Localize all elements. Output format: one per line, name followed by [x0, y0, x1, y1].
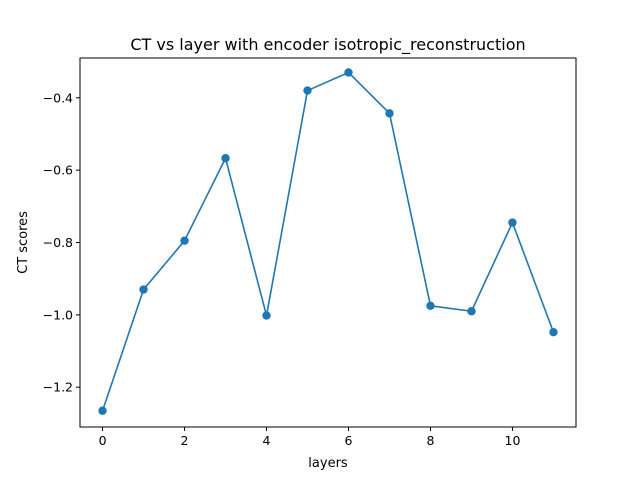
y-tick-label: −0.6 — [43, 163, 73, 178]
data-point — [549, 328, 558, 337]
x-axis-label: layers — [308, 456, 348, 471]
plot-frame — [79, 57, 577, 428]
data-point — [467, 307, 476, 316]
data-point — [139, 285, 148, 294]
data-point — [98, 406, 107, 415]
y-tick-label: −1.0 — [43, 307, 73, 322]
data-point — [180, 236, 189, 245]
x-tick-label: 0 — [99, 433, 107, 448]
x-tick-label: 6 — [345, 433, 353, 448]
data-point — [303, 86, 312, 95]
data-point — [344, 68, 353, 77]
plot-area: 0 2 4 6 8 10 −1.2 −1.0 −0.8 −0.6 −0.4 — [43, 68, 558, 448]
data-point — [385, 109, 394, 118]
x-tick-label: 4 — [263, 433, 271, 448]
data-point — [221, 154, 230, 163]
data-point — [426, 301, 435, 311]
x-tick-label: 8 — [427, 433, 435, 448]
y-tick-label: −0.4 — [43, 90, 73, 105]
chart-title: CT vs layer with encoder isotropic_recon… — [130, 35, 525, 55]
data-point — [262, 311, 271, 320]
y-tick-label: −1.2 — [43, 380, 73, 395]
series-line — [101, 71, 555, 411]
data-point — [508, 218, 517, 227]
y-tick-label: −0.8 — [43, 235, 73, 250]
x-tick-label: 2 — [181, 433, 189, 448]
y-axis-label: CT scores — [16, 211, 31, 274]
x-tick-label: 10 — [505, 433, 521, 448]
